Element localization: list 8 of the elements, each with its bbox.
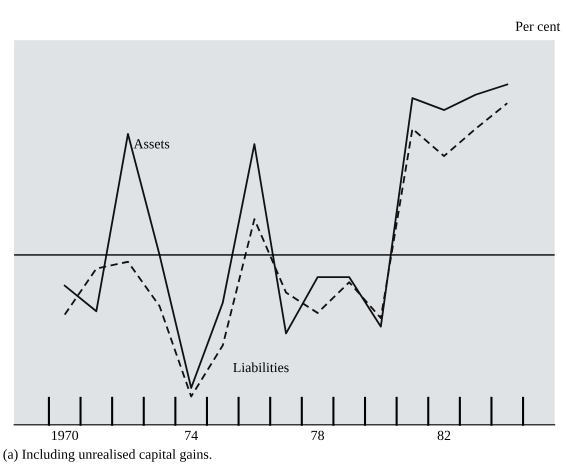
x-tick-label: 82 <box>438 430 450 440</box>
x-tick-label: 74 <box>185 430 198 440</box>
series-label: Assets <box>134 139 170 148</box>
x-tick-label: 1970 <box>52 430 78 440</box>
x-tick-label: 78 <box>312 430 324 440</box>
series-label: Liabilities <box>233 362 289 372</box>
text: (a) Including unrealised capital gains. <box>3 449 212 462</box>
y-axis-title: Per cent <box>516 22 560 32</box>
